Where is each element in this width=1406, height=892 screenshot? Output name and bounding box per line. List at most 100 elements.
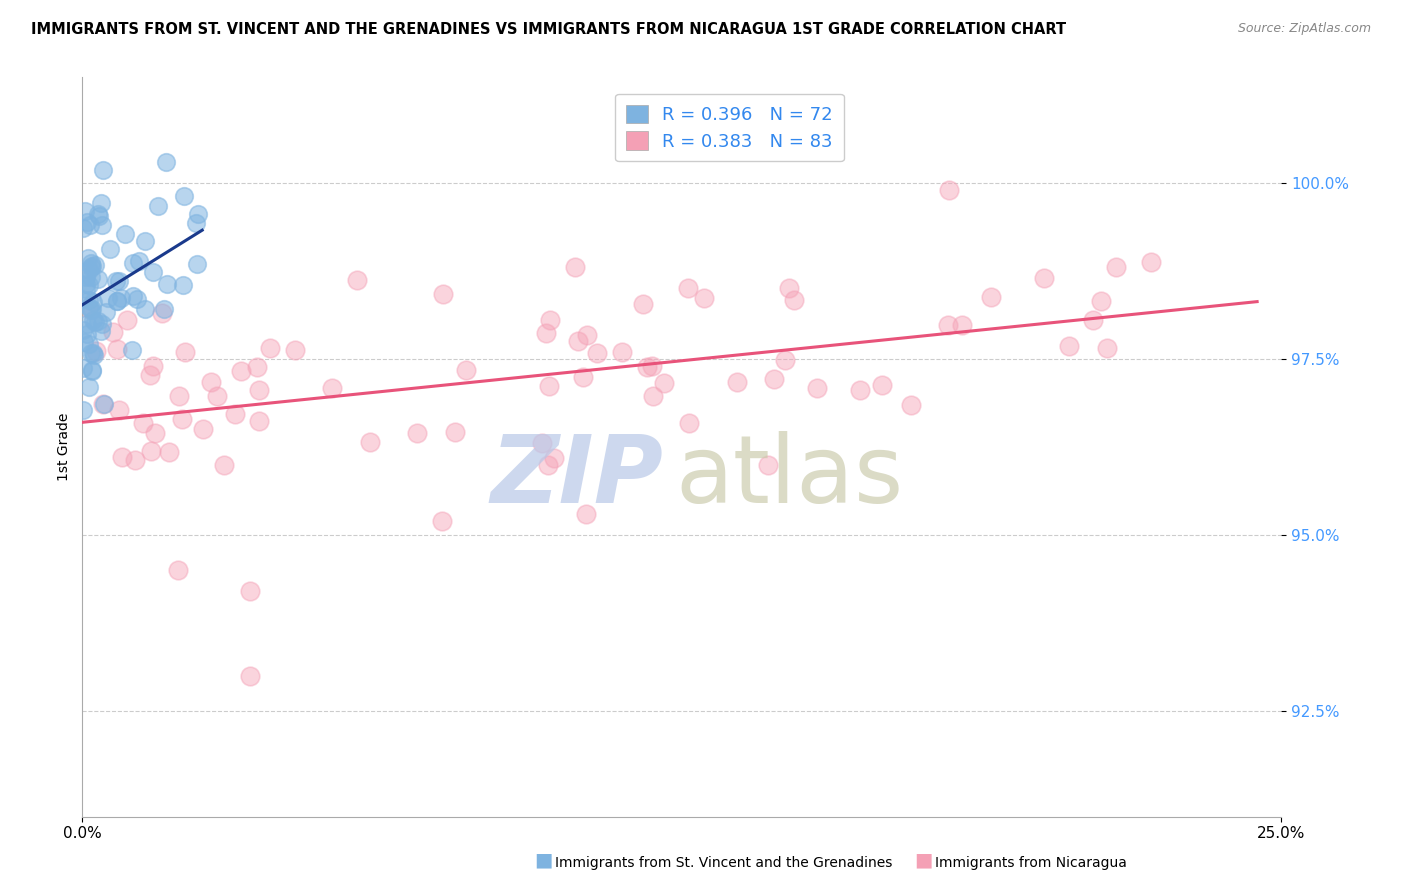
Point: [111, 450, 134, 465]
Point: [346, 273, 368, 287]
Text: ■: ■: [914, 851, 932, 870]
Point: [536, 326, 558, 340]
Text: ■: ■: [534, 851, 553, 870]
Point: [247, 414, 270, 428]
Point: [77, 380, 100, 394]
Point: [105, 293, 128, 308]
Point: [191, 422, 214, 436]
Point: [77, 300, 100, 314]
Point: [259, 341, 281, 355]
Point: [564, 260, 586, 274]
Point: [87, 209, 110, 223]
Point: [72, 293, 94, 307]
Point: [77, 263, 100, 277]
Point: [132, 416, 155, 430]
Point: [105, 342, 128, 356]
Point: [572, 370, 595, 384]
Point: [75, 282, 97, 296]
Point: [806, 380, 828, 394]
Point: [631, 297, 654, 311]
Point: [134, 302, 156, 317]
Point: [83, 315, 105, 329]
Point: [652, 376, 675, 391]
Point: [205, 389, 228, 403]
Point: [80, 256, 103, 270]
Point: [72, 361, 94, 376]
Point: [121, 343, 143, 357]
Point: [80, 259, 103, 273]
Point: [82, 346, 104, 360]
Point: [284, 343, 307, 358]
Point: [725, 375, 748, 389]
Point: [224, 407, 246, 421]
Point: [432, 286, 454, 301]
Point: [543, 450, 565, 465]
Text: Source: ZipAtlas.com: Source: ZipAtlas.com: [1237, 22, 1371, 36]
Point: [75, 269, 97, 284]
Point: [531, 436, 554, 450]
Point: [77, 293, 100, 307]
Point: [980, 290, 1002, 304]
Point: [186, 257, 208, 271]
Point: [84, 343, 107, 358]
Point: [938, 318, 960, 332]
Point: [108, 274, 131, 288]
Point: [105, 294, 128, 309]
Point: [172, 412, 194, 426]
Point: [93, 163, 115, 178]
Point: [128, 253, 150, 268]
Point: [155, 155, 177, 169]
Point: [97, 291, 120, 305]
Point: [87, 207, 110, 221]
Point: [100, 242, 122, 256]
Point: [1057, 339, 1080, 353]
Point: [77, 277, 100, 292]
Point: [110, 291, 132, 305]
Point: [76, 215, 98, 229]
Point: [167, 389, 190, 403]
Point: [321, 381, 343, 395]
Text: Immigrants from Nicaragua: Immigrants from Nicaragua: [935, 855, 1126, 870]
Point: [124, 453, 146, 467]
Point: [122, 256, 145, 270]
Point: [1139, 255, 1161, 269]
Point: [105, 274, 128, 288]
Point: [72, 402, 94, 417]
Point: [90, 324, 112, 338]
Point: [122, 289, 145, 303]
Text: IMMIGRANTS FROM ST. VINCENT AND THE GRENADINES VS IMMIGRANTS FROM NICARAGUA 1ST : IMMIGRANTS FROM ST. VINCENT AND THE GREN…: [31, 22, 1066, 37]
Point: [127, 292, 149, 306]
Point: [91, 397, 114, 411]
Point: [153, 302, 176, 317]
Point: [72, 323, 94, 337]
Point: [212, 458, 235, 472]
Point: [73, 334, 96, 349]
Point: [75, 204, 97, 219]
Point: [80, 346, 103, 360]
Point: [870, 378, 893, 392]
Point: [86, 271, 108, 285]
Point: [157, 444, 180, 458]
Point: [101, 325, 124, 339]
Point: [187, 207, 209, 221]
Point: [79, 218, 101, 232]
Point: [1081, 313, 1104, 327]
Point: [115, 312, 138, 326]
Point: [141, 443, 163, 458]
Point: [610, 344, 633, 359]
Point: [676, 281, 699, 295]
Point: [762, 372, 785, 386]
Point: [172, 278, 194, 293]
Point: [94, 305, 117, 319]
Point: [72, 221, 94, 235]
Point: [76, 251, 98, 265]
Point: [77, 301, 100, 316]
Point: [156, 277, 179, 291]
Point: [359, 434, 381, 449]
Point: [538, 379, 561, 393]
Point: [636, 359, 658, 374]
Point: [174, 345, 197, 359]
Text: Immigrants from St. Vincent and the Grenadines: Immigrants from St. Vincent and the Gren…: [555, 855, 893, 870]
Point: [152, 306, 174, 320]
Y-axis label: 1st Grade: 1st Grade: [58, 413, 72, 481]
